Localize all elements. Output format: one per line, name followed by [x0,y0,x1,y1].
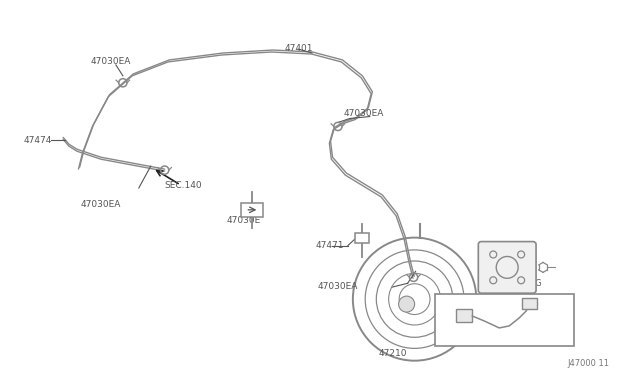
Circle shape [399,296,415,312]
Text: SEC.140: SEC.140 [164,181,202,190]
Bar [435,294,574,346]
FancyBboxPatch shape [478,241,536,293]
Text: (4): (4) [495,288,506,297]
Text: 47030EA: 47030EA [81,200,122,209]
Bar [241,203,263,217]
Bar [355,232,369,243]
Text: J47000 11: J47000 11 [567,359,609,368]
Text: 47474: 47474 [23,137,52,145]
Bar [456,309,472,322]
Text: ACC: ACC [440,299,459,308]
Text: 47471: 47471 [316,241,344,250]
Text: 47030EA: 47030EA [344,109,384,118]
Text: 47401: 47401 [284,44,313,53]
Text: 47030E: 47030E [227,216,260,225]
Bar [522,298,537,309]
Text: 47020W: 47020W [522,308,559,317]
Text: 47030EA: 47030EA [318,282,358,291]
Text: N08911-I08LG: N08911-I08LG [487,279,542,288]
Text: 47030EA: 47030EA [91,57,131,66]
Text: 47210: 47210 [378,349,407,358]
Text: 47212: 47212 [507,247,536,257]
